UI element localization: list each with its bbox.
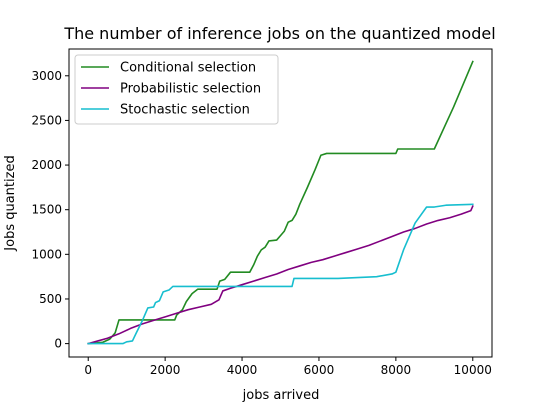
y-tick-label: 500: [39, 292, 62, 306]
y-tick-label: 2000: [31, 158, 62, 172]
y-tick-label: 3000: [31, 69, 62, 83]
chart-title: The number of inference jobs on the quan…: [63, 24, 495, 43]
y-tick-label: 0: [54, 337, 62, 351]
legend-box: [74, 54, 279, 125]
x-tick-label: 6000: [304, 363, 335, 377]
plot-frame: [68, 48, 493, 358]
x-tick-label: 2000: [150, 363, 181, 377]
y-tick-label: 1000: [31, 247, 62, 261]
x-tick-label: 0: [84, 363, 92, 377]
x-tick-label: 4000: [227, 363, 258, 377]
y-tick-label: 1500: [31, 203, 62, 217]
legend-label-2: Probabilistic selection: [120, 82, 261, 97]
plot-lines: [87, 60, 474, 345]
x-tick-label: 8000: [381, 363, 412, 377]
series-line-3: [87, 203, 474, 345]
y-axis-ticks: 0 500 1000 1500 2000 2500 3000: [31, 69, 69, 351]
y-tick-label: 2500: [31, 113, 62, 127]
y-axis-label: Jobs quantized: [3, 155, 18, 251]
x-tick-label: 10000: [454, 363, 492, 377]
x-axis-ticks: 0 2000 4000 6000 8000 10000: [84, 357, 492, 377]
legend-label-3: Stochastic selection: [120, 103, 250, 118]
legend-label-1: Conditional selection: [120, 61, 256, 76]
legend: Conditional selection Probabilistic selec…: [74, 54, 279, 125]
x-axis-label: jobs arrived: [242, 388, 320, 403]
series-line-2: [87, 205, 474, 345]
